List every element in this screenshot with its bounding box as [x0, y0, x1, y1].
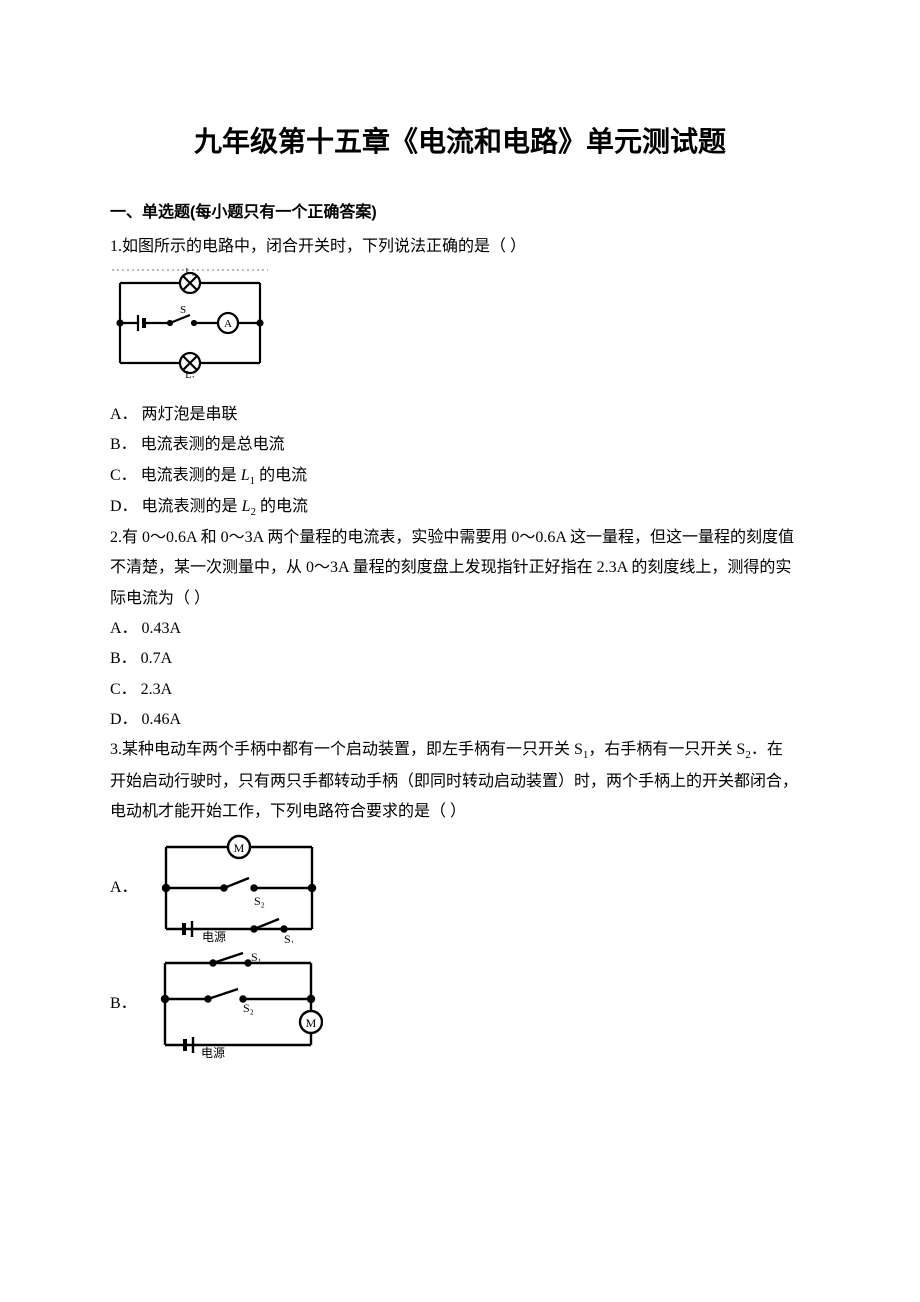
q1-option-c: C． 电流表测的是 L1 的电流 — [110, 461, 810, 492]
doc-title: 九年级第十五章《电流和电路》单元测试题 — [110, 120, 810, 160]
q3-option-b-row: B． — [110, 949, 810, 1059]
q1-c-var: L — [241, 467, 250, 484]
q3-l1-post: ．在 — [751, 741, 783, 758]
q1-option-d: D． 电流表测的是 L2 的电流 — [110, 492, 810, 523]
q3-l1-pre: 3.某种电动车两个手柄中都有一个启动装置，即左手柄有一只开关 S — [110, 741, 583, 758]
q1-circuit-diagram: L₁ L₂ S A — [110, 268, 270, 378]
s-label: S — [180, 304, 186, 316]
q3-stem-l1: 3.某种电动车两个手柄中都有一个启动装置，即左手柄有一只开关 S1，右手柄有一只… — [110, 735, 810, 766]
q3-stem-l2: 开始启动行驶时，只有两只手都转动手柄（即同时转动启动装置）时，两个手柄上的开关都… — [110, 767, 810, 797]
q1-d-post: 的电流 — [256, 498, 308, 515]
svg-text:S₁: S₁ — [251, 950, 262, 964]
q1-stem: 1.如图所示的电路中，闭合开关时，下列说法正确的是（ ） — [110, 232, 810, 262]
question-3: 3.某种电动车两个手柄中都有一个启动装置，即左手柄有一只开关 S1，右手柄有一只… — [110, 735, 810, 1059]
q3-opt-b-label: B． — [110, 989, 137, 1019]
svg-text:S₁: S₁ — [284, 932, 295, 943]
l1-label: L₁ — [185, 268, 195, 277]
q1-option-a: A． 两灯泡是串联 — [110, 400, 810, 430]
svg-text:S₂: S₂ — [254, 894, 265, 908]
q1-option-b: B． 电流表测的是总电流 — [110, 430, 810, 460]
l2-label: L₂ — [185, 370, 195, 378]
q3-diagram-a: M S₂ S₁ 电源 — [154, 833, 324, 943]
q3-opt-a-label: A． — [110, 873, 138, 903]
q2-stem-l2: 不清楚，某一次测量中，从 0～3A 量程的刻度盘上发现指针正好指在 2.3A 的… — [110, 553, 810, 583]
svg-text:电源: 电源 — [202, 930, 226, 943]
q3-l1-mid: ，右手柄有一只开关 S — [588, 741, 745, 758]
svg-text:S₂: S₂ — [243, 1001, 254, 1015]
q1-c-post: 的电流 — [255, 467, 307, 484]
q2-stem-l1: 2.有 0～0.6A 和 0～3A 两个量程的电流表，实验中需要用 0～0.6A… — [110, 523, 810, 553]
q1-c-pre: C． 电流表测的是 — [110, 467, 241, 484]
question-2: 2.有 0～0.6A 和 0～3A 两个量程的电流表，实验中需要用 0～0.6A… — [110, 523, 810, 736]
q2-stem-l3: 际电流为（ ） — [110, 584, 810, 614]
q3-option-a-row: A． — [110, 833, 810, 943]
q2-option-b: B． 0.7A — [110, 644, 810, 674]
q2-option-d: D． 0.46A — [110, 705, 810, 735]
section-heading: 一、单选题(每小题只有一个正确答案) — [110, 198, 810, 222]
svg-text:M: M — [305, 1016, 316, 1030]
svg-text:电源: 电源 — [201, 1046, 225, 1059]
page: 九年级第十五章《电流和电路》单元测试题 一、单选题(每小题只有一个正确答案) 1… — [0, 0, 920, 1302]
svg-text:M: M — [233, 841, 244, 855]
q2-option-a: A． 0.43A — [110, 614, 810, 644]
a-label: A — [224, 318, 232, 330]
q1-d-pre: D． 电流表测的是 — [110, 498, 242, 515]
q3-diagram-b: S₁ S₂ M 电源 — [153, 949, 323, 1059]
q2-option-c: C． 2.3A — [110, 675, 810, 705]
question-1: 1.如图所示的电路中，闭合开关时，下列说法正确的是（ ） — [110, 232, 810, 523]
q3-stem-l3: 电动机才能开始工作，下列电路符合要求的是（ ） — [110, 797, 810, 827]
